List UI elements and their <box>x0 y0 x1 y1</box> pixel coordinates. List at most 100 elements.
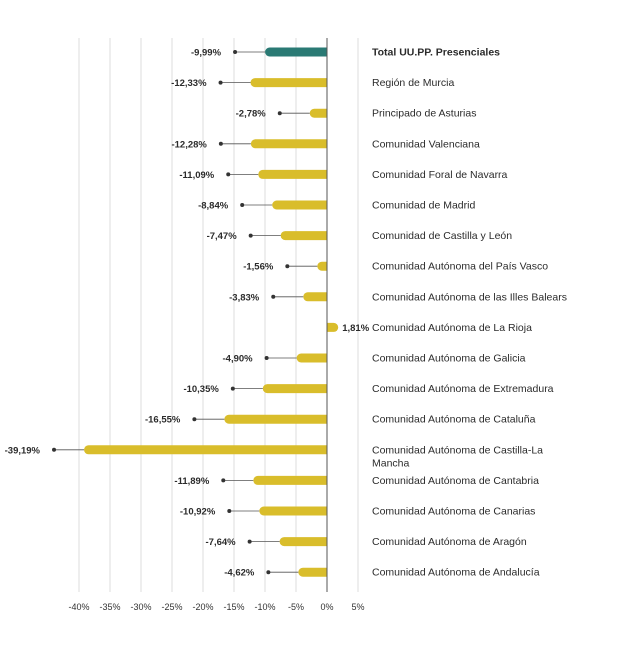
value-label: -8,84% <box>198 201 229 212</box>
category-label-line: Comunidad de Castilla y León <box>372 230 512 242</box>
bar <box>253 475 327 485</box>
category-label-line: Comunidad Autónoma de Extremadura <box>372 383 554 395</box>
value-label: -12,33% <box>171 78 207 89</box>
value-label: -2,78% <box>236 109 267 120</box>
category-label: Comunidad Autónoma de Cantabria <box>372 475 539 487</box>
value-label: 1,81% <box>342 323 369 334</box>
x-tick-label: -40% <box>68 602 89 612</box>
category-label: Comunidad Autónoma del País Vasco <box>372 261 548 273</box>
leader-dot <box>248 233 253 238</box>
category-label-line: Comunidad Autónoma de las Illes Balears <box>372 291 567 303</box>
category-label-line: Región de Murcia <box>372 77 454 89</box>
category-label: Región de Murcia <box>372 77 454 89</box>
leader-dot <box>226 172 231 177</box>
value-label: -9,99% <box>191 48 222 59</box>
bar <box>298 567 327 577</box>
x-tick-label: -30% <box>130 602 151 612</box>
category-label-line: Comunidad Autónoma de Andalucía <box>372 567 540 579</box>
value-label: -16,55% <box>145 415 181 426</box>
category-label: Comunidad Autónoma de Extremadura <box>372 383 554 395</box>
category-label: Comunidad Autónoma de Galicia <box>372 353 526 365</box>
value-label: -10,92% <box>180 507 216 518</box>
bar <box>272 200 327 210</box>
x-tick-label: 0% <box>320 602 333 612</box>
category-label: Comunidad Foral de Navarra <box>372 169 508 181</box>
category-label: Comunidad Autónoma de Aragón <box>372 536 527 548</box>
x-axis: -40% -35% -30% -25% -20% -15% -10% -5% 0% 5% <box>68 38 365 612</box>
category-label: Comunidad de Castilla y León <box>372 230 512 242</box>
value-label: -7,47% <box>207 231 238 242</box>
leader-dot <box>266 570 271 575</box>
leader-dot <box>230 386 235 391</box>
value-label: -4,90% <box>223 354 254 365</box>
category-label: Comunidad Autónoma de Cataluña <box>372 414 536 426</box>
chart-labels: -9,99% Total UU.PP. Presenciales -12,33% Re… <box>5 47 567 579</box>
category-label-line: Comunidad Autónoma de Cantabria <box>372 475 539 487</box>
bar <box>280 231 327 241</box>
chart-marks <box>52 47 339 577</box>
bar <box>317 261 327 271</box>
leader-dot <box>264 356 269 360</box>
x-tick-label: -20% <box>192 602 213 612</box>
x-tick-label: -35% <box>99 602 120 612</box>
value-label: -4,62% <box>224 568 255 579</box>
bar <box>309 108 327 118</box>
bar <box>224 414 327 424</box>
leader-dot <box>227 509 232 513</box>
x-tick-label: -10% <box>254 602 275 612</box>
leader-dot <box>285 264 290 269</box>
value-label: -11,09% <box>179 170 214 181</box>
value-label: -10,35% <box>183 384 219 395</box>
bar <box>327 322 339 332</box>
category-label-line: Comunidad Autónoma de Aragón <box>372 536 527 548</box>
bar <box>262 384 327 394</box>
value-label: -12,28% <box>171 139 207 150</box>
bar <box>250 139 327 149</box>
value-label: -7,64% <box>206 537 237 548</box>
bar <box>296 353 327 363</box>
leader-dot <box>240 203 245 207</box>
category-label-line: Principado de Asturias <box>372 108 476 120</box>
bar <box>258 169 327 179</box>
leader-dot <box>233 50 238 54</box>
category-label-line: Comunidad Autónoma del País Vasco <box>372 261 548 273</box>
category-label-line: Comunidad de Madrid <box>372 200 475 212</box>
leader-dot <box>218 80 223 85</box>
grid-lines <box>78 38 359 592</box>
category-label: Principado de Asturias <box>372 108 476 120</box>
leader-dot <box>271 294 276 299</box>
category-label-line: Mancha <box>372 457 410 469</box>
category-label-line: Comunidad Foral de Navarra <box>372 169 508 181</box>
category-label: Comunidad Autónoma de las Illes Balears <box>372 291 567 303</box>
bar <box>265 47 327 57</box>
category-label: Comunidad Autónoma de Canarias <box>372 506 535 518</box>
category-label-line: Comunidad Autónoma de La Rioja <box>372 322 532 334</box>
category-label-line: Total UU.PP. Presenciales <box>372 47 500 59</box>
category-label: Total UU.PP. Presenciales <box>372 47 500 59</box>
category-label-line: Comunidad Autónoma de Canarias <box>372 506 535 518</box>
bar <box>84 445 327 455</box>
value-label: -39,19% <box>5 445 41 456</box>
bar <box>303 292 327 302</box>
bar <box>259 506 327 516</box>
x-tick-label: -25% <box>161 602 182 612</box>
category-label: Comunidad Autónoma de Andalucía <box>372 567 540 579</box>
leader-dot <box>192 417 197 422</box>
leader-dot <box>221 478 226 483</box>
category-label: Comunidad Autónoma de La Rioja <box>372 322 532 334</box>
x-tick-label: 5% <box>351 602 364 612</box>
value-label: -11,89% <box>174 476 209 487</box>
leader-dot <box>247 539 252 544</box>
value-label: -1,56% <box>243 262 274 273</box>
category-label: Comunidad Autónoma de Castilla-La Mancha <box>372 444 543 469</box>
category-label: Comunidad Valenciana <box>372 138 480 150</box>
category-label: Comunidad de Madrid <box>372 200 475 212</box>
category-label-line: Comunidad Autónoma de Cataluña <box>372 414 536 426</box>
leader-dot <box>218 141 223 146</box>
category-label-line: Comunidad Autónoma de Castilla-La <box>372 444 543 456</box>
bar <box>250 78 327 88</box>
category-label-line: Comunidad Autónoma de Galicia <box>372 353 526 365</box>
x-tick-label: -5% <box>288 602 304 612</box>
